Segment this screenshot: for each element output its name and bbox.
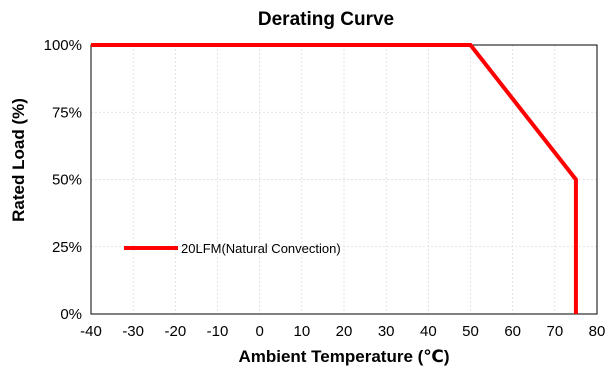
x-tick-label: 0 [255, 323, 263, 340]
x-tick-label: 40 [420, 323, 437, 340]
grid-lines [91, 45, 597, 314]
x-tick-label: 60 [504, 323, 521, 340]
x-tick-label: 50 [462, 323, 479, 340]
y-tick-label: 25% [52, 239, 82, 256]
y-tick-label: 0% [60, 306, 82, 323]
legend-label: 20LFM(Natural Convection) [181, 241, 341, 256]
chart-title: Derating Curve [258, 9, 394, 30]
x-tick-label: -10 [207, 323, 229, 340]
y-tick-labels: 0% 25% 50% 75% 100% [44, 37, 82, 323]
y-axis-label: Rated Load (%) [9, 98, 28, 222]
y-tick-label: 100% [44, 37, 82, 54]
legend: 20LFM(Natural Convection) [124, 241, 341, 256]
x-tick-label: -40 [80, 323, 102, 340]
series-lines [90, 43, 578, 315]
y-tick-label: 75% [52, 104, 82, 121]
x-tick-label: 10 [293, 323, 310, 340]
x-tick-label: 30 [378, 323, 395, 340]
x-tick-labels: -40 -30 -20 -10 0 10 20 30 40 50 60 70 80 [80, 323, 605, 340]
x-axis-label: Ambient Temperature (℃) [238, 347, 449, 366]
y-tick-label: 50% [52, 172, 82, 189]
x-tick-label: -20 [164, 323, 186, 340]
x-tick-label: 70 [546, 323, 563, 340]
x-tick-label: -30 [122, 323, 144, 340]
x-tick-label: 20 [336, 323, 353, 340]
x-tick-label: 80 [589, 323, 606, 340]
